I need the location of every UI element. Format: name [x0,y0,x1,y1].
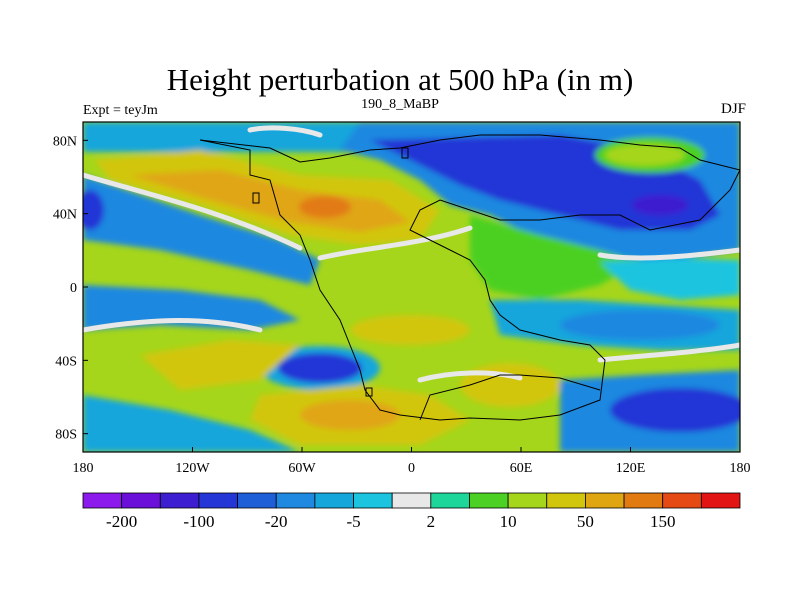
field-namerica-orange [130,170,410,232]
height-field [83,122,740,452]
colorbar-label: 10 [500,512,517,531]
lon-axis: 180 120W 60W 0 60E 120E 180 [73,447,751,476]
lat-axis: 80N 40N 0 40S 80S [53,134,88,443]
coastline-north-landmass [199,134,740,421]
lon-tick-label: 60W [288,461,316,476]
colorbar-swatch [353,492,393,509]
colorbar-swatch [391,492,432,509]
field-npac-deep [83,190,104,230]
zero-contour-arctic [247,125,323,138]
colorbar-swatch [469,492,509,509]
field-siberia-yg [605,144,685,166]
colorbar-label: 150 [650,512,676,531]
field-tropics-yellow [350,315,470,345]
lat-tick-label: 0 [70,281,77,296]
coastline-island-2 [401,147,409,159]
lon-tick-label: 60E [510,461,533,476]
colorbar-swatch [546,492,586,509]
colorbar-label: -5 [346,512,360,531]
colorbar-swatch [662,492,702,509]
field-sindian-blue [560,310,720,340]
zero-contour-tropic [317,225,473,261]
colorbar-label: -20 [265,512,288,531]
field-southern-cyan [83,395,300,452]
colorbar-swatch [430,492,470,509]
colorbar: -200 -100 -20 -5 2 10 50 150 [82,492,741,531]
plot-subtitle: 190_8_MaBP [361,97,439,112]
coastlines [199,134,740,421]
colorbar-swatch [585,492,625,509]
coastline-island-3 [365,387,373,397]
colorbar-swatch [700,492,741,509]
lon-tick-label: 180 [73,461,94,476]
field-antarctic-deep [610,388,740,432]
field-souther-orange [300,400,400,430]
lon-tick-label: 0 [408,461,415,476]
colorbar-swatch [237,492,277,509]
zero-contour-asia [597,247,740,261]
zero-contour-antarctic [597,342,740,363]
lat-tick-label: 40S [55,354,77,369]
zero-contours [83,125,740,383]
field-spacific-blue [83,285,300,330]
field-pacific-purple [632,195,688,215]
field-africa-green [470,215,640,300]
field-sopac-yellow [140,340,300,390]
field-safrica-yellow [460,363,560,407]
lat-tick-label: 80S [55,428,77,443]
colorbar-label: 50 [577,512,594,531]
experiment-label: Expt = teyJm [83,103,158,118]
colorbar-label: 2 [427,512,436,531]
zero-contour-north [83,172,303,251]
colorbar-swatch [314,492,354,509]
lat-tick-label: 80N [53,134,77,149]
field-npacific-blue [83,175,320,285]
colorbar-label: -100 [183,512,214,531]
colorbar-swatch [275,492,316,509]
colorbar-label: -200 [106,512,137,531]
colorbar-swatch [507,492,548,509]
colorbar-swatch [82,492,123,509]
field-usa-darkorange [299,196,351,218]
zero-contour-satl [417,370,523,383]
colorbar-swatch [623,492,664,509]
colorbar-swatch [121,492,161,509]
season-label: DJF [720,101,746,117]
field-india-cyan [600,258,740,300]
zero-contour-south [83,318,263,333]
coastline-inner-shelf [419,374,601,421]
colorbar-swatch [159,492,200,509]
colorbar-swatch [198,492,238,509]
field-satlantic-deep [278,353,362,383]
lon-tick-label: 120E [616,461,646,476]
lon-tick-label: 180 [730,461,751,476]
plot-title: Height perturbation at 500 hPa (in m) [166,62,634,97]
coastline-island-1 [252,192,260,204]
lon-tick-label: 120W [175,461,210,476]
lat-tick-label: 40N [53,208,77,223]
